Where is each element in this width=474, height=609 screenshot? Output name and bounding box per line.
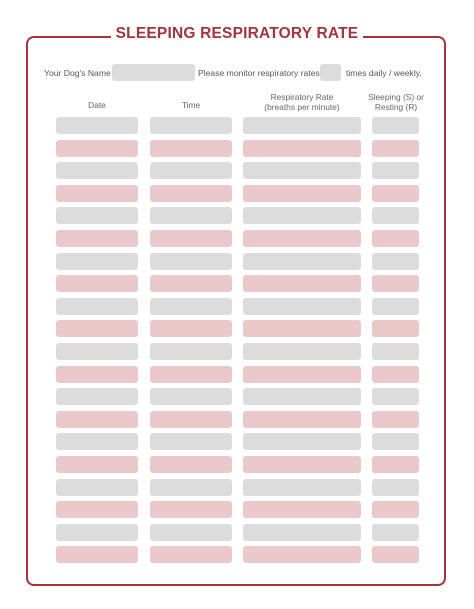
sleeping-resting-cell[interactable] [372,388,419,406]
respiratory-rate-cell[interactable] [243,162,361,180]
page-title-text: SLEEPING RESPIRATORY RATE [110,25,364,42]
date-cell[interactable] [56,184,138,202]
date-cell[interactable] [56,320,138,338]
sleeping-resting-cell[interactable] [372,117,419,134]
time-cell[interactable] [150,365,232,383]
date-cell[interactable] [56,297,138,315]
time-cell[interactable] [150,117,232,134]
time-cell[interactable] [150,343,232,360]
date-cell[interactable] [56,230,138,247]
date-cell[interactable] [56,252,138,270]
sleeping-resting-cell[interactable] [372,252,419,270]
sleeping-resting-cell[interactable] [372,523,419,541]
column-header-rate-line1: Respiratory Rate [270,92,334,102]
sleeping-resting-cell[interactable] [372,433,419,451]
column-header-rate-line2: (breaths per minute) [264,102,340,112]
frequency-label: times daily / weekly. [346,68,422,78]
respiratory-rate-cell[interactable] [243,207,361,225]
date-cell[interactable] [56,275,138,293]
sleeping-resting-cell[interactable] [372,139,419,157]
respiratory-rate-cell[interactable] [243,433,361,451]
date-cell[interactable] [56,478,138,496]
time-cell[interactable] [150,523,232,541]
sleeping-resting-cell[interactable] [372,343,419,360]
column-header-state-line1: Sleeping (S) or [368,92,424,102]
time-cell[interactable] [150,275,232,293]
dog-name-label: Your Dog's Name [44,68,111,78]
time-cell[interactable] [150,410,232,428]
monitor-label: Please monitor respiratory rates [198,68,320,78]
sleeping-resting-cell[interactable] [372,207,419,225]
time-cell[interactable] [150,184,232,202]
date-cell[interactable] [56,343,138,360]
column-header-date: Date [56,100,138,110]
respiratory-rate-cell[interactable] [243,410,361,428]
column-header-time-line1: Time [181,100,201,110]
respiratory-rate-cell[interactable] [243,388,361,406]
dog-name-field[interactable] [112,64,195,81]
time-cell[interactable] [150,433,232,451]
page-title: SLEEPING RESPIRATORY RATE [0,25,474,43]
time-cell[interactable] [150,230,232,247]
column-header-sleeping-resting: Sleeping (S) or Resting (R) [366,92,426,112]
respiratory-rate-cell[interactable] [243,275,361,293]
sleeping-resting-cell[interactable] [372,275,419,293]
time-cell[interactable] [150,297,232,315]
time-cell[interactable] [150,388,232,406]
sleeping-resting-cell[interactable] [372,546,419,564]
respiratory-rate-cell[interactable] [243,184,361,202]
respiratory-rate-cell[interactable] [243,230,361,247]
respiratory-rate-cell[interactable] [243,297,361,315]
sleeping-resting-cell[interactable] [372,297,419,315]
date-cell[interactable] [56,433,138,451]
sleeping-resting-cell[interactable] [372,184,419,202]
sleeping-resting-cell[interactable] [372,230,419,247]
time-cell[interactable] [150,139,232,157]
time-cell[interactable] [150,501,232,519]
sleeping-resting-cell[interactable] [372,478,419,496]
respiratory-rate-cell[interactable] [243,456,361,473]
sleeping-resting-cell[interactable] [372,410,419,428]
respiratory-rate-cell[interactable] [243,365,361,383]
date-cell[interactable] [56,501,138,519]
date-cell[interactable] [56,365,138,383]
date-cell[interactable] [56,162,138,180]
time-cell[interactable] [150,162,232,180]
date-cell[interactable] [56,456,138,473]
time-cell[interactable] [150,456,232,473]
sleeping-resting-cell[interactable] [372,320,419,338]
respiratory-rate-cell[interactable] [243,252,361,270]
date-cell[interactable] [56,207,138,225]
sleeping-resting-cell[interactable] [372,456,419,473]
date-cell[interactable] [56,523,138,541]
respiratory-rate-cell[interactable] [243,117,361,134]
column-header-date-line1: Date [88,100,106,110]
date-cell[interactable] [56,139,138,157]
sleeping-resting-cell[interactable] [372,501,419,519]
time-cell[interactable] [150,207,232,225]
respiratory-rate-cell[interactable] [243,501,361,519]
respiratory-rate-cell[interactable] [243,546,361,564]
date-cell[interactable] [56,388,138,406]
time-cell[interactable] [150,252,232,270]
respiratory-rate-cell[interactable] [243,139,361,157]
time-cell[interactable] [150,546,232,564]
respiratory-rate-cell[interactable] [243,478,361,496]
column-header-state-line2: Resting (R) [374,102,418,112]
sleeping-resting-cell[interactable] [372,162,419,180]
date-cell[interactable] [56,410,138,428]
monitor-count-field[interactable] [320,64,341,81]
time-cell[interactable] [150,478,232,496]
time-cell[interactable] [150,320,232,338]
date-cell[interactable] [56,546,138,564]
respiratory-rate-cell[interactable] [243,320,361,338]
respiratory-rate-cell[interactable] [243,523,361,541]
column-header-respiratory-rate: Respiratory Rate (breaths per minute) [243,92,361,112]
sleeping-resting-cell[interactable] [372,365,419,383]
date-cell[interactable] [56,117,138,134]
respiratory-rate-cell[interactable] [243,343,361,360]
column-header-time: Time [150,100,232,110]
